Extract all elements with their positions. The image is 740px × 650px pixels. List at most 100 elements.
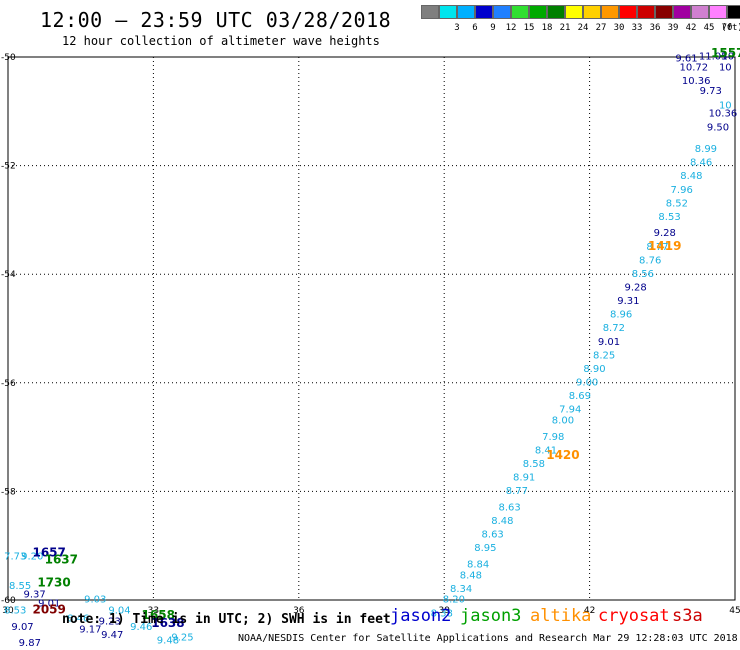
wave-height-label: 8.90 — [583, 364, 605, 375]
color-scale-tick-label: 27 — [595, 23, 607, 33]
color-scale-tick-label: 3 — [454, 23, 460, 33]
color-scale-tick-label: 12 — [505, 23, 517, 33]
wave-height-label: 9.17 — [79, 625, 101, 636]
wave-height-label: 8.63 — [498, 502, 520, 513]
color-swatch — [727, 5, 740, 19]
wave-height-label: 10 — [719, 101, 732, 112]
wave-height-label: 8.63 — [482, 530, 504, 541]
wave-height-label: 9.01 — [38, 599, 60, 610]
wave-height-label: 8.41 — [535, 445, 557, 456]
page-subtitle: 12 hour collection of altimeter wave hei… — [62, 34, 380, 48]
color-swatch — [583, 5, 601, 19]
color-scale-tick-label: 39 — [667, 23, 679, 33]
satellite-label-jason2: jason2 — [390, 606, 452, 626]
color-swatch — [493, 5, 511, 19]
wave-height-label: 9.31 — [617, 296, 639, 307]
color-scale-tick-label: 24 — [577, 23, 589, 33]
wave-height-label: 9.01 — [598, 337, 620, 348]
wave-height-label: 9.37 — [24, 589, 46, 600]
color-scale-tick-label: 9 — [490, 23, 496, 33]
satellite-label-jason3: jason3 — [460, 606, 522, 626]
y-tick-label: -50 — [1, 53, 16, 63]
y-tick-label: -52 — [1, 162, 16, 172]
color-scale-tick-label: 42 — [685, 23, 697, 33]
x-tick-label: 36 — [293, 606, 305, 616]
wave-height-label: 8.72 — [603, 323, 625, 334]
color-swatch — [709, 5, 727, 19]
plot-frame — [7, 56, 736, 601]
color-scale-tick-label: 30 — [613, 23, 625, 33]
wave-height-label: 8.46 — [690, 158, 712, 169]
wave-height-label: 8.25 — [593, 350, 615, 361]
wave-height-label: 9.07 — [11, 622, 33, 633]
wave-height-label: 8.77 — [506, 486, 528, 497]
pass-time-label: 1419 — [648, 239, 681, 253]
wave-height-label: 11.05 — [699, 52, 728, 63]
color-scale-tick-label: 6 — [472, 23, 478, 33]
y-tick-label: -54 — [1, 270, 16, 280]
color-scale-tick-label: 33 — [631, 23, 643, 33]
color-swatch — [655, 5, 673, 19]
y-tick-label: -58 — [1, 487, 16, 497]
pass-time-label: 1657 — [32, 546, 65, 560]
color-swatch — [565, 5, 583, 19]
wave-height-label: 9.03 — [84, 595, 106, 606]
color-swatch — [475, 5, 493, 19]
wave-height-label: 8.38 — [431, 608, 453, 619]
wave-height-label: 9.73 — [700, 86, 722, 97]
wave-height-label: 8.96 — [610, 310, 632, 321]
wave-height-label: 9.87 — [19, 638, 41, 649]
wave-height-label: 9.23 — [99, 616, 121, 627]
wave-height-label: 8.77 — [646, 242, 668, 253]
wave-height-label: 8.48 — [460, 570, 482, 581]
wave-height-label: 9.00 — [576, 378, 598, 389]
wave-height-label: 8.76 — [639, 255, 661, 266]
wave-height-label: 10 — [719, 63, 732, 74]
wave-height-label: 8.55 — [9, 581, 31, 592]
color-scale-unit: (ft) — [721, 23, 740, 33]
wave-height-label: 7.98 — [542, 432, 564, 443]
color-scale-tick-label: 18 — [541, 23, 553, 33]
satellite-label-altika: altika — [530, 606, 592, 626]
wave-height-label: 9.25 — [171, 633, 193, 644]
color-swatch — [637, 5, 655, 19]
color-scale-tick-label: 21 — [559, 23, 571, 33]
wave-height-label: 9.28 — [654, 228, 676, 239]
wave-height-label: 8.00 — [552, 416, 574, 427]
pass-time-label: 1420 — [546, 448, 579, 462]
wave-height-label: 8.91 — [513, 473, 535, 484]
wave-height-label: 8.46 — [67, 614, 89, 625]
wave-height-label: 8.53 — [4, 606, 26, 617]
pass-time-label: 1730 — [37, 575, 70, 589]
wave-height-label: 8.20 — [443, 595, 465, 606]
color-swatch — [439, 5, 457, 19]
wave-height-label: 8.95 — [474, 543, 496, 554]
wave-height-label: 7.73 — [4, 551, 26, 562]
color-swatch — [547, 5, 565, 19]
x-tick-label: 30 — [2, 606, 14, 616]
color-swatch — [529, 5, 547, 19]
y-tick-label: -60 — [1, 596, 16, 606]
color-swatch — [511, 5, 529, 19]
wave-height-label: 9.28 — [625, 282, 647, 293]
pass-time-label: 2059 — [32, 603, 65, 617]
satellite-label-cryosat: cryosat — [598, 606, 670, 626]
pass-time-label: 1638 — [151, 616, 184, 630]
pass-time-label: 1637 — [45, 553, 78, 567]
color-scale-tick-label: 15 — [523, 23, 535, 33]
color-swatch — [457, 5, 475, 19]
x-tick-label: 39 — [438, 606, 450, 616]
wave-height-label: 10.72 — [679, 63, 708, 74]
wave-height-label: 9.48 — [157, 635, 179, 646]
wave-height-label: 9.04 — [108, 606, 130, 617]
x-tick-label: 33 — [148, 606, 159, 616]
satellite-label-s3a: s3a — [672, 606, 703, 626]
page-title: 12:00 – 23:59 UTC 03/28/2018 — [40, 8, 392, 32]
color-scale-tick-label: 45 — [703, 23, 715, 33]
color-scale-tick-label: 70 — [721, 23, 733, 33]
wave-height-label: 9.20 — [21, 551, 43, 562]
footer-credit: NOAA/NESDIS Center for Satellite Applica… — [238, 633, 738, 644]
pass-time-label: 1557 — [711, 46, 740, 60]
wave-height-label: 10 — [721, 52, 734, 63]
